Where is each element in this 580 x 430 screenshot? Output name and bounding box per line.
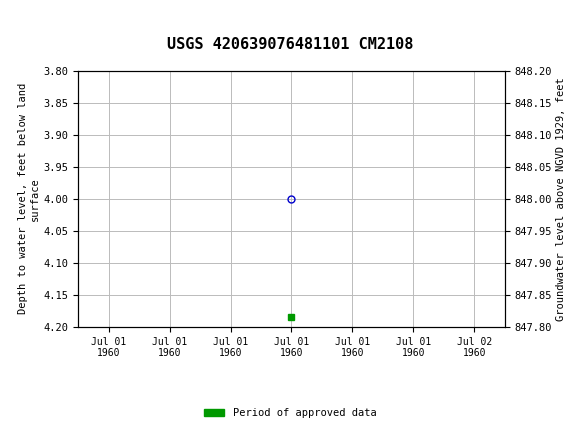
Text: USGS: USGS xyxy=(32,16,87,34)
Legend: Period of approved data: Period of approved data xyxy=(200,404,380,423)
Y-axis label: Groundwater level above NGVD 1929, feet: Groundwater level above NGVD 1929, feet xyxy=(556,77,566,321)
Y-axis label: Depth to water level, feet below land
surface: Depth to water level, feet below land su… xyxy=(18,83,39,314)
Text: USGS 420639076481101 CM2108: USGS 420639076481101 CM2108 xyxy=(167,37,413,52)
